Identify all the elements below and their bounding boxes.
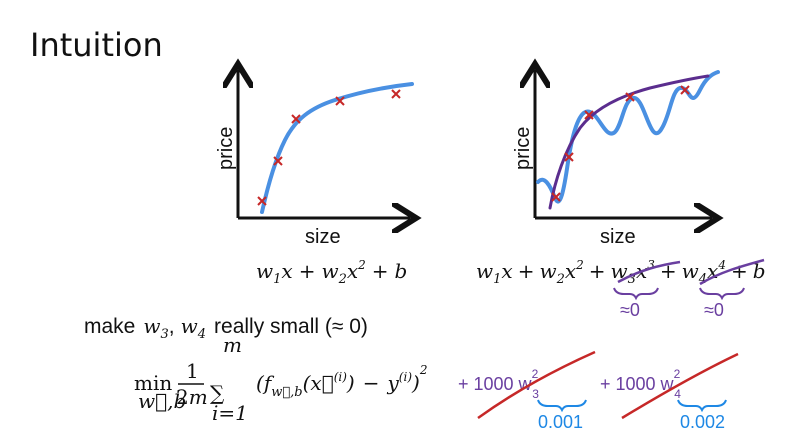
make-small-text: make w3, w4 really small (≈ 0) <box>84 314 368 342</box>
right-point-3 <box>584 110 594 120</box>
strike-w4-term <box>699 258 765 286</box>
underbrace-penalty-w4 <box>677 399 727 413</box>
right-overfit-curve <box>536 70 720 204</box>
left-plot: size price w1x + w2x2 + b <box>215 70 412 287</box>
right-plot: size price w1x + w2x2 + w3x3 + w4x4 + b ≈0 ≈0 <box>476 70 766 320</box>
left-point-1 <box>257 196 267 206</box>
right-data-points <box>551 85 690 202</box>
left-ylabel: price <box>215 127 237 170</box>
approx-zero-w4: ≈0 <box>704 300 724 320</box>
left-equation: w1x + w2x2 + b <box>256 258 407 287</box>
right-ylabel: price <box>512 127 534 170</box>
min-operator: min <box>134 371 172 395</box>
strike-w3-term <box>617 260 681 284</box>
right-point-2 <box>564 152 574 162</box>
strike-penalty-w3 <box>477 350 596 420</box>
cost-body: (fw⃗,b(x⃗(i)) − y(i))2 <box>256 363 427 400</box>
left-point-2 <box>273 156 283 166</box>
left-xlabel: size <box>305 226 341 248</box>
sum-symbol: ∑ <box>210 381 225 405</box>
penalty-term-w4: + 1000 w2 4 <box>600 367 681 401</box>
cost-function: min w⃗,b 1 2m m ∑ i=1 (fw⃗,b(x⃗(i)) − y(i)… <box>134 333 739 432</box>
strike-penalty-w4 <box>621 352 739 420</box>
left-fit-curve <box>260 82 414 214</box>
right-point-4 <box>625 92 635 102</box>
left-point-4 <box>335 96 345 106</box>
penalty-term-w3: + 1000 w2 3 <box>458 367 539 401</box>
underbrace-w4 <box>699 287 745 301</box>
right-xlabel: size <box>600 226 636 248</box>
sum-lower-limit: i=1 <box>212 401 248 425</box>
left-point-3 <box>291 114 301 124</box>
underbrace-w3 <box>613 287 659 301</box>
min-subscript: w⃗,b <box>138 389 186 413</box>
fraction-denominator: 2m <box>176 385 208 409</box>
value-w4: 0.002 <box>680 412 725 432</box>
slide-title: Intuition <box>30 26 163 64</box>
left-data-points <box>257 89 401 206</box>
left-point-5 <box>391 89 401 99</box>
right-point-1 <box>551 192 561 202</box>
approx-zero-w3: ≈0 <box>620 300 640 320</box>
value-w3: 0.001 <box>538 412 583 432</box>
right-regularized-curve <box>548 74 710 210</box>
underbrace-penalty-w3 <box>537 399 587 413</box>
right-point-5 <box>680 85 690 95</box>
sum-upper-limit: m <box>223 333 242 357</box>
fraction-numerator: 1 <box>186 359 199 383</box>
